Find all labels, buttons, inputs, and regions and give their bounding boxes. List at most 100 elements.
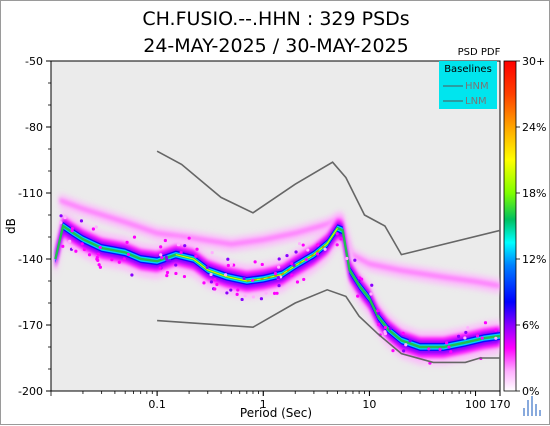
x-axis-label: Period (Sec)	[240, 406, 312, 420]
density-dot	[404, 343, 408, 347]
density-dot	[480, 336, 484, 340]
density-dot	[70, 229, 74, 233]
density-dot	[463, 336, 467, 340]
y-tick-label: -200	[18, 385, 43, 398]
density-dot	[213, 287, 217, 291]
density-dot	[383, 325, 388, 329]
density-dot	[183, 244, 187, 248]
density-magenta	[55, 216, 500, 358]
y-tick-label: -80	[25, 121, 43, 134]
density-dot	[210, 251, 214, 255]
density-dot	[253, 260, 257, 264]
density-dot	[250, 278, 255, 283]
y-axis-ticks: -50 -80 -110 -140 -170 -200	[18, 55, 51, 398]
density-dot	[130, 273, 134, 277]
density-dot	[168, 258, 172, 263]
density-dot	[122, 257, 126, 261]
y-tick-label: -170	[18, 319, 43, 332]
density-dot	[98, 245, 102, 250]
colorbar-tick-label: 12%	[522, 253, 546, 266]
density-dot	[315, 252, 320, 256]
density-dot	[205, 265, 209, 269]
density-dot	[59, 214, 63, 218]
density-purple	[55, 220, 500, 354]
density-dot	[91, 227, 96, 231]
density-dot	[235, 292, 239, 296]
density-dot	[353, 258, 357, 262]
density-dot	[82, 247, 87, 252]
density-dot	[74, 249, 78, 253]
density-dot	[194, 254, 198, 258]
density-dot	[335, 232, 339, 236]
density-dot	[215, 282, 219, 287]
baseline-lines	[156, 150, 500, 364]
density-dot	[182, 274, 187, 279]
legend-hnm-label: HNM	[465, 81, 489, 92]
density-dot	[226, 257, 230, 261]
density-dots	[59, 214, 498, 365]
density-dot	[95, 255, 99, 260]
density-bands	[54, 193, 500, 365]
density-dot	[132, 235, 137, 239]
density-dot	[165, 270, 170, 275]
density-dot	[159, 253, 163, 257]
density-dot	[401, 331, 405, 335]
density-dot	[447, 345, 451, 349]
density-dot	[174, 263, 178, 267]
density-dot	[209, 280, 214, 284]
density-dot	[475, 334, 480, 338]
density-dot	[464, 330, 468, 335]
colorbar-tick-label: 18%	[522, 187, 546, 200]
colorbar-title: PSD PDF	[458, 47, 501, 58]
density-dot	[345, 256, 349, 261]
density-dot	[202, 281, 206, 285]
density-dot	[68, 239, 72, 243]
density-dot	[383, 332, 388, 336]
density-dot	[272, 291, 277, 296]
density-dot	[226, 263, 230, 268]
density-dot	[117, 260, 121, 264]
density-dot	[276, 275, 280, 280]
density-dot	[449, 350, 453, 354]
legend: Baselines HNM LNM	[439, 61, 497, 109]
density-dot	[259, 297, 264, 301]
waveform-logo-icon	[523, 396, 541, 416]
density-dot	[391, 349, 395, 353]
density-dot	[290, 261, 294, 266]
density-dot	[242, 276, 246, 281]
density-dot	[304, 257, 308, 262]
density-dot	[264, 291, 268, 295]
baseline-lnm	[157, 288, 500, 364]
density-blue	[55, 222, 500, 351]
density-dot	[466, 326, 470, 330]
x-tick-label: 10	[362, 398, 376, 411]
density-dot	[236, 288, 240, 292]
density-dot	[164, 255, 168, 259]
pdf-density-layer	[54, 150, 500, 365]
density-dot	[165, 258, 169, 262]
y-tick-label: -50	[25, 55, 43, 68]
y-axis-label: dB	[4, 218, 18, 234]
density-dot	[358, 276, 362, 280]
x-tick-label: 170	[490, 398, 511, 411]
density-dot	[275, 291, 279, 295]
density-dot	[301, 243, 305, 247]
density-dot	[96, 258, 100, 262]
density-dot	[97, 263, 101, 267]
density-dot	[376, 311, 380, 316]
density-dot	[98, 265, 103, 269]
density-dot	[277, 265, 281, 269]
density-dot	[63, 215, 67, 220]
density-dot	[356, 294, 360, 298]
legend-title: Baselines	[444, 64, 492, 75]
density-dot	[323, 247, 327, 251]
density-dot	[126, 252, 130, 257]
density-dot	[339, 237, 343, 241]
y-tick-label: -140	[18, 253, 43, 266]
y-tick-label: -110	[18, 187, 43, 200]
density-dot	[370, 283, 374, 287]
density-dot	[176, 243, 181, 247]
density-dot	[388, 326, 392, 331]
